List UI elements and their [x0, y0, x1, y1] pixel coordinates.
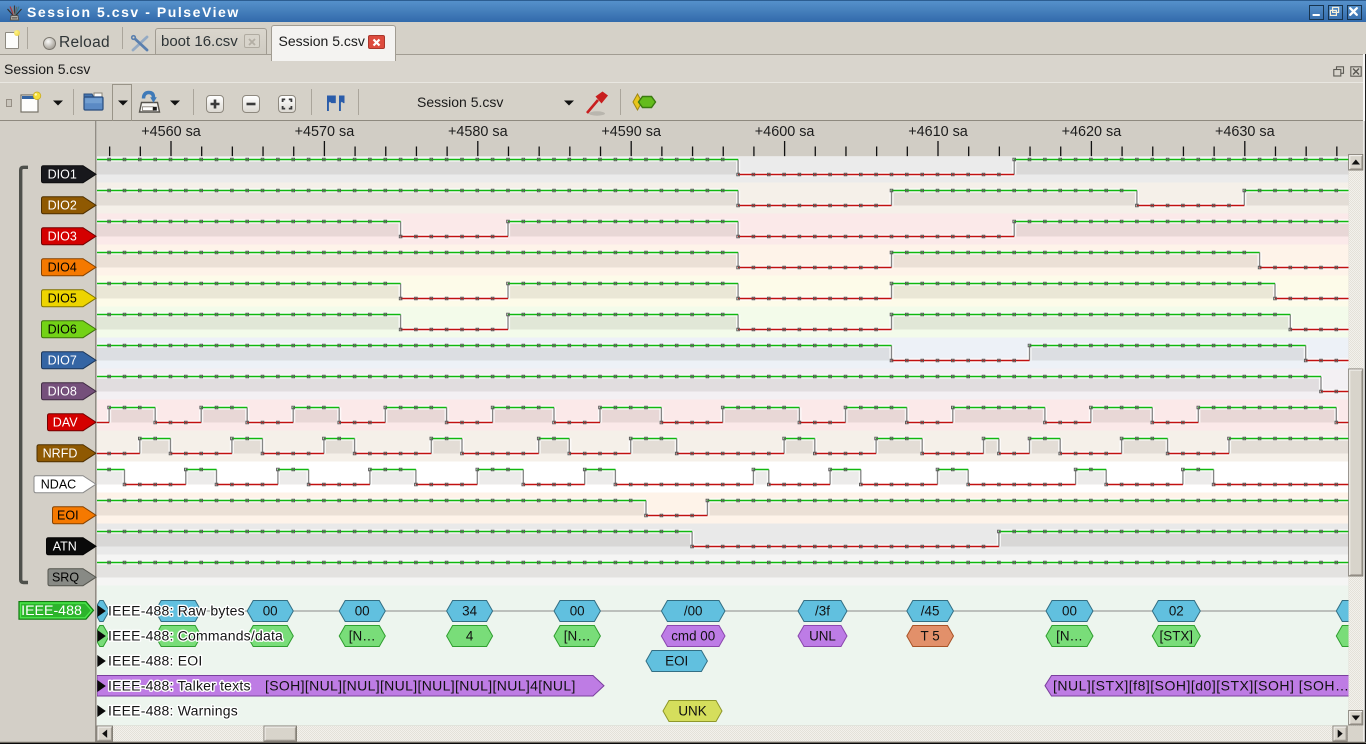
- svg-text:DIO7: DIO7: [48, 354, 77, 368]
- svg-text:[NUL][STX][f8][SOH][d0][STX][S: [NUL][STX][f8][SOH][d0][STX][SOH] [SOH…: [1053, 677, 1349, 693]
- svg-text:DAV: DAV: [53, 416, 78, 430]
- svg-text:cmd 00: cmd 00: [671, 629, 715, 644]
- svg-text:[N…: [N…: [564, 629, 591, 644]
- svg-text:DIO6: DIO6: [48, 323, 77, 337]
- svg-text:/3f: /3f: [815, 604, 830, 619]
- svg-text:UNK: UNK: [678, 704, 706, 719]
- svg-text:00: 00: [1062, 604, 1077, 619]
- svg-text:+4620 sa: +4620 sa: [1062, 124, 1122, 140]
- svg-text:[N…: [N…: [349, 629, 376, 644]
- svg-text:ATN: ATN: [53, 540, 77, 554]
- svg-text:[STX]: [STX]: [1160, 629, 1193, 644]
- svg-text:4: 4: [466, 629, 474, 644]
- svg-text:DIO1: DIO1: [48, 168, 77, 182]
- svg-text:00: 00: [570, 604, 585, 619]
- svg-text:T 5: T 5: [921, 629, 940, 644]
- svg-text:+4560 sa: +4560 sa: [141, 124, 201, 140]
- svg-text:DIO4: DIO4: [48, 261, 77, 275]
- svg-text:IEEE-488: Raw bytes: IEEE-488: Raw bytes: [108, 603, 245, 619]
- svg-text:+4630 sa: +4630 sa: [1215, 124, 1275, 140]
- svg-text:/00: /00: [684, 604, 703, 619]
- svg-text:NDAC: NDAC: [41, 478, 76, 492]
- svg-text:+4590 sa: +4590 sa: [601, 124, 661, 140]
- svg-text:NRFD: NRFD: [43, 447, 78, 461]
- svg-text:00: 00: [355, 604, 370, 619]
- svg-text:EOI: EOI: [57, 509, 79, 523]
- svg-text:[SOH][NUL][NUL][NUL][NUL][NUL]: [SOH][NUL][NUL][NUL][NUL][NUL][NUL]4[NUL…: [265, 677, 576, 693]
- svg-text:DIO3: DIO3: [48, 230, 77, 244]
- svg-text:+4600 sa: +4600 sa: [755, 124, 815, 140]
- svg-text:02: 02: [1169, 604, 1184, 619]
- svg-text:DIO5: DIO5: [48, 292, 77, 306]
- svg-text:IEEE-488: Talker texts: IEEE-488: Talker texts: [108, 678, 251, 694]
- svg-text:34: 34: [462, 604, 477, 619]
- svg-text:+4570 sa: +4570 sa: [295, 124, 355, 140]
- svg-text:IEEE-488: IEEE-488: [21, 603, 82, 619]
- svg-text:IEEE-488: EOI: IEEE-488: EOI: [108, 653, 202, 669]
- svg-text:UNL: UNL: [809, 629, 836, 644]
- svg-text:[N…: [N…: [1056, 629, 1083, 644]
- svg-text:/45: /45: [921, 604, 940, 619]
- svg-text:00: 00: [263, 604, 278, 619]
- svg-text:+4610 sa: +4610 sa: [908, 124, 968, 140]
- svg-text:+4580 sa: +4580 sa: [448, 124, 508, 140]
- svg-text:DIO2: DIO2: [48, 199, 77, 213]
- svg-text:IEEE-488: Commands/data: IEEE-488: Commands/data: [108, 628, 283, 644]
- svg-text:IEEE-488: Warnings: IEEE-488: Warnings: [108, 703, 238, 719]
- svg-text:SRQ: SRQ: [52, 571, 79, 585]
- svg-text:DIO8: DIO8: [48, 385, 77, 399]
- svg-text:EOI: EOI: [665, 654, 688, 669]
